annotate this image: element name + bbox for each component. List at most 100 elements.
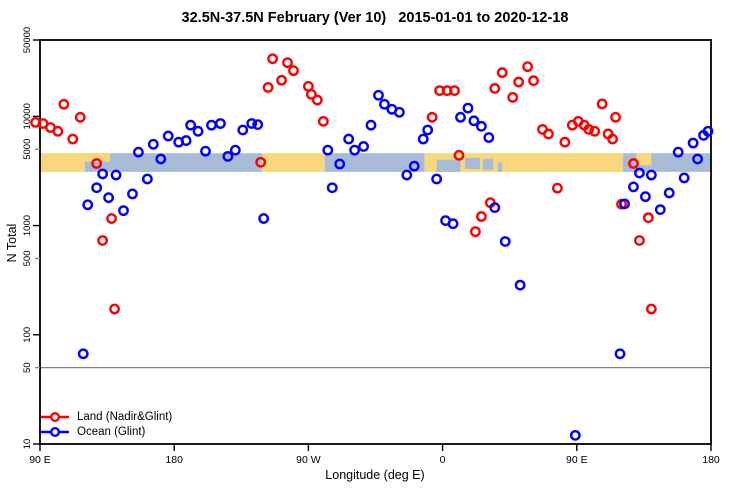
land-data-point xyxy=(288,65,299,77)
ocean-data-point xyxy=(358,141,369,152)
y-tick-label: 50 xyxy=(22,362,33,373)
legend-item-land: Land (Nadir&Glint) xyxy=(40,409,172,424)
land-data-point xyxy=(489,83,501,94)
ocean-data-point xyxy=(237,124,249,136)
land-ocean-strip-patch-ocean xyxy=(497,162,503,172)
ocean-data-point xyxy=(192,125,204,137)
land-data-point xyxy=(311,94,323,106)
ocean-data-point xyxy=(229,144,241,156)
land-data-point xyxy=(91,158,103,169)
legend-item-ocean: Ocean (Glint) xyxy=(40,424,172,439)
ocean-data-point xyxy=(373,89,384,101)
ocean-data-point xyxy=(483,132,495,143)
land-data-point xyxy=(543,128,554,140)
ocean-data-point xyxy=(687,137,699,149)
ocean-data-point xyxy=(462,102,474,114)
land-data-point xyxy=(262,82,274,93)
land-data-point xyxy=(583,123,595,135)
land-data-point xyxy=(589,125,601,137)
x-tick-label: 180 xyxy=(702,454,720,466)
land-ocean-strip-patch-ocean xyxy=(436,159,461,172)
ocean-data-point xyxy=(678,172,690,184)
land-ocean-strip-patch-ocean xyxy=(464,157,480,170)
ocean-data-point xyxy=(141,173,153,185)
ocean-data-point xyxy=(514,279,526,291)
ocean-data-point xyxy=(155,153,167,165)
ocean-data-point xyxy=(215,118,226,129)
ocean-data-point xyxy=(639,191,651,203)
land-data-point xyxy=(267,53,279,65)
ocean-data-point xyxy=(206,119,217,131)
land-data-point xyxy=(305,88,317,100)
ocean-data-point xyxy=(692,153,703,165)
x-axis-label: Longitude (deg E) xyxy=(325,468,425,482)
ocean-data-point xyxy=(77,348,89,360)
ocean-data-point xyxy=(110,169,122,181)
ocean-data-point xyxy=(499,236,511,247)
land-data-point xyxy=(528,75,539,87)
ocean-data-point xyxy=(252,119,264,131)
ocean-data-point xyxy=(422,124,434,136)
y-tick-label: 100 xyxy=(22,327,33,343)
land-data-point xyxy=(596,98,608,110)
land-ocean-strip-segment-ocean xyxy=(84,153,263,172)
ocean-data-point xyxy=(393,106,405,118)
ocean-data-point xyxy=(343,133,355,145)
legend-item-label: Ocean (Glint) xyxy=(77,425,146,438)
land-data-point xyxy=(513,76,525,88)
land-data-point xyxy=(645,303,657,315)
land-data-point xyxy=(106,213,117,224)
ocean-data-point xyxy=(379,98,390,110)
chart-title: 32.5N-37.5N February (Ver 10) 2015-01-01… xyxy=(181,10,569,26)
ocean-data-point xyxy=(180,135,192,146)
legend: Land (Nadir&Glint) Ocean (Glint) xyxy=(40,409,172,439)
land-data-point xyxy=(282,57,293,69)
ocean-data-point xyxy=(97,168,109,180)
ocean-data-point xyxy=(147,138,159,150)
land-data-point xyxy=(470,226,481,238)
land-data-point xyxy=(276,74,287,86)
x-tick-label: 90 E xyxy=(29,454,51,466)
ocean-data-point xyxy=(569,429,581,441)
land-data-point xyxy=(449,85,460,97)
land-ocean-strip-patch-land xyxy=(636,153,652,166)
ocean-data-point xyxy=(619,198,630,210)
ocean-data-point xyxy=(417,133,429,145)
ocean-data-point xyxy=(702,125,714,137)
ocean-data-point xyxy=(91,182,103,194)
ocean-data-point xyxy=(663,187,675,199)
ocean-data-point xyxy=(431,173,443,185)
ocean-data-point xyxy=(349,144,361,156)
land-data-point xyxy=(552,182,563,194)
land-data-point xyxy=(496,67,508,79)
land-data-point xyxy=(426,111,438,123)
land-ocean-strip-patch-ocean xyxy=(482,158,494,171)
y-tick-label: 10000 xyxy=(22,103,33,129)
ocean-data-point xyxy=(475,120,487,132)
ocean-data-point xyxy=(672,146,684,158)
y-tick-label: 5000 xyxy=(22,139,33,160)
ocean-legend-marker xyxy=(41,426,69,437)
ocean-data-point xyxy=(103,192,114,204)
land-data-point xyxy=(642,212,654,224)
legend-item-label: Land (Nadir&Glint) xyxy=(77,410,173,423)
ocean-data-point xyxy=(82,199,94,211)
land-data-point xyxy=(634,235,645,246)
land-ocean-strip-segment-land xyxy=(40,153,85,172)
land-ocean-strip-segment-ocean xyxy=(324,153,425,172)
x-tick-label: 0 xyxy=(440,454,446,466)
ocean-data-point xyxy=(127,188,138,200)
ocean-data-point xyxy=(408,160,420,172)
ocean-data-point xyxy=(447,218,459,230)
land-data-point xyxy=(559,136,571,148)
x-tick-label: 90 E xyxy=(566,454,588,466)
ocean-data-point xyxy=(118,205,129,217)
land-data-point xyxy=(522,61,533,73)
x-tick-label: 90 W xyxy=(296,454,321,466)
land-data-point xyxy=(52,125,64,137)
ocean-data-point xyxy=(365,119,377,131)
ocean-data-point xyxy=(222,150,234,162)
land-data-point xyxy=(317,115,329,127)
y-tick-label: 10 xyxy=(22,439,33,450)
